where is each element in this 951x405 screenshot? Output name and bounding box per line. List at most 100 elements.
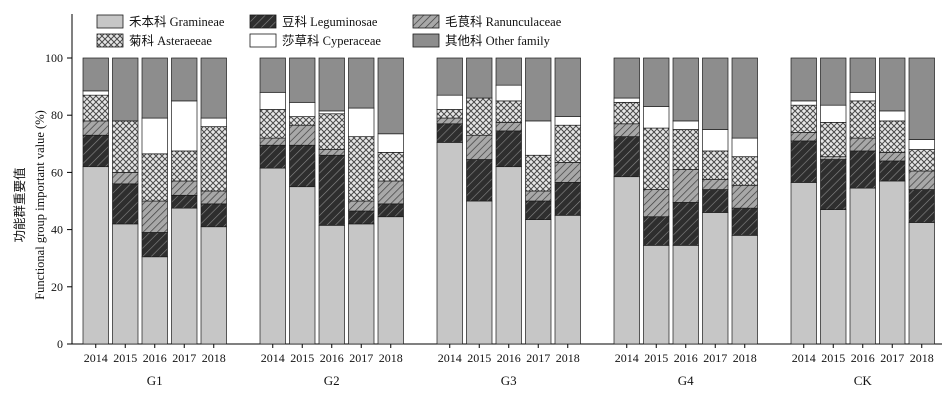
bar-segment — [82, 90, 109, 96]
bar-segment — [672, 202, 699, 246]
bar-segment — [643, 244, 670, 345]
bar-segment — [141, 57, 168, 119]
bar-segment — [613, 123, 640, 137]
bar-segment — [820, 209, 847, 345]
bar-segment — [141, 200, 168, 233]
bar-segment — [820, 57, 847, 106]
bar-segment — [200, 57, 227, 119]
bar-segment — [672, 244, 699, 345]
bar-segment — [790, 182, 817, 345]
year-tick-label: 2018 — [910, 351, 934, 365]
bar-segment — [672, 57, 699, 122]
group-label: G1 — [147, 373, 163, 388]
y-tick-label: 40 — [51, 223, 63, 237]
bar-segment — [171, 100, 198, 152]
bar-segment — [554, 57, 581, 117]
y-tick-label: 80 — [51, 108, 63, 122]
bar-segment — [702, 129, 729, 152]
bar-segment — [318, 149, 345, 156]
bar-segment — [643, 57, 670, 107]
bar-segment — [554, 182, 581, 216]
bar-segment — [112, 172, 139, 185]
bar-segment — [466, 200, 493, 345]
bar-segment — [318, 113, 345, 150]
bar-segment — [259, 109, 286, 139]
bar-segment — [672, 129, 699, 170]
bar-segment — [200, 117, 227, 127]
bar-segment — [525, 219, 552, 345]
bar-segment — [820, 156, 847, 160]
bar-segment — [731, 184, 758, 209]
bar-segment — [879, 180, 906, 345]
year-tick-label: 2015 — [644, 351, 668, 365]
bar-segment — [613, 176, 640, 345]
year-tick-label: 2016 — [320, 351, 344, 365]
bar-segment — [820, 104, 847, 123]
bar-segment — [200, 203, 227, 228]
bar-segment — [289, 144, 316, 188]
bar-segment — [731, 234, 758, 345]
legend-swatch — [96, 33, 124, 48]
bar-segment — [643, 189, 670, 218]
bar-segment — [702, 179, 729, 190]
legend-swatch — [249, 33, 277, 48]
bar-segment — [318, 110, 345, 115]
bar-segment — [525, 154, 552, 192]
year-tick-label: 2018 — [202, 351, 226, 365]
bar-segment — [820, 159, 847, 210]
y-tick-label: 100 — [45, 51, 63, 65]
year-tick-label: 2015 — [113, 351, 137, 365]
bar-segment — [200, 190, 227, 205]
bar-segment — [849, 137, 876, 152]
bar-segment — [525, 57, 552, 122]
bar-segment — [171, 150, 198, 182]
bar-segment — [908, 57, 935, 140]
bar-segment — [318, 57, 345, 112]
bar-segment — [908, 222, 935, 345]
bar-segment — [436, 142, 463, 345]
year-tick-label: 2014 — [615, 351, 639, 365]
legend-label: 莎草科 Cyperaceae — [282, 34, 381, 48]
year-tick-label: 2016 — [143, 351, 167, 365]
legend-label: 其他科 Other family — [445, 34, 551, 48]
bar-segment — [348, 200, 375, 212]
bar-segment — [289, 116, 316, 126]
year-tick-label: 2017 — [526, 351, 550, 365]
bar-segment — [702, 57, 729, 130]
year-tick-label: 2015 — [821, 351, 845, 365]
bar-segment — [466, 134, 493, 160]
bar-segment — [318, 154, 345, 226]
y-tick-label: 60 — [51, 165, 63, 179]
bar-segment — [112, 120, 139, 173]
bar-segment — [672, 120, 699, 130]
legend-label: 菊科 Asteraeeae — [129, 34, 212, 48]
bar-segment — [613, 97, 640, 103]
bar-segment — [879, 120, 906, 153]
year-tick-label: 2017 — [703, 351, 727, 365]
bar-segment — [702, 212, 729, 345]
bar-segment — [289, 57, 316, 103]
bar-segment — [525, 200, 552, 220]
bar-segment — [908, 139, 935, 150]
bar-segment — [790, 132, 817, 142]
bar-segment — [289, 186, 316, 345]
bar-segment — [436, 109, 463, 119]
year-tick-label: 2015 — [467, 351, 491, 365]
bar-segment — [820, 121, 847, 158]
bar-segment — [643, 127, 670, 190]
legend-label: 毛茛科 Ranunculaceae — [445, 15, 562, 29]
bar-segment — [171, 207, 198, 345]
year-tick-label: 2014 — [792, 351, 816, 365]
bar-segment — [318, 224, 345, 345]
bar-segment — [200, 226, 227, 345]
bar-segment — [908, 149, 935, 172]
group-label: G2 — [324, 373, 340, 388]
bar-segment — [171, 57, 198, 102]
group-label: CK — [854, 373, 873, 388]
bar-segment — [259, 57, 286, 93]
bar-segment — [849, 100, 876, 139]
bar-segment — [259, 91, 286, 110]
bar-segment — [879, 110, 906, 122]
bar-segment — [171, 194, 198, 209]
